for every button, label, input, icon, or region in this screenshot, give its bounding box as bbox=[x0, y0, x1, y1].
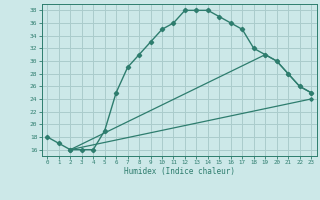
X-axis label: Humidex (Indice chaleur): Humidex (Indice chaleur) bbox=[124, 167, 235, 176]
